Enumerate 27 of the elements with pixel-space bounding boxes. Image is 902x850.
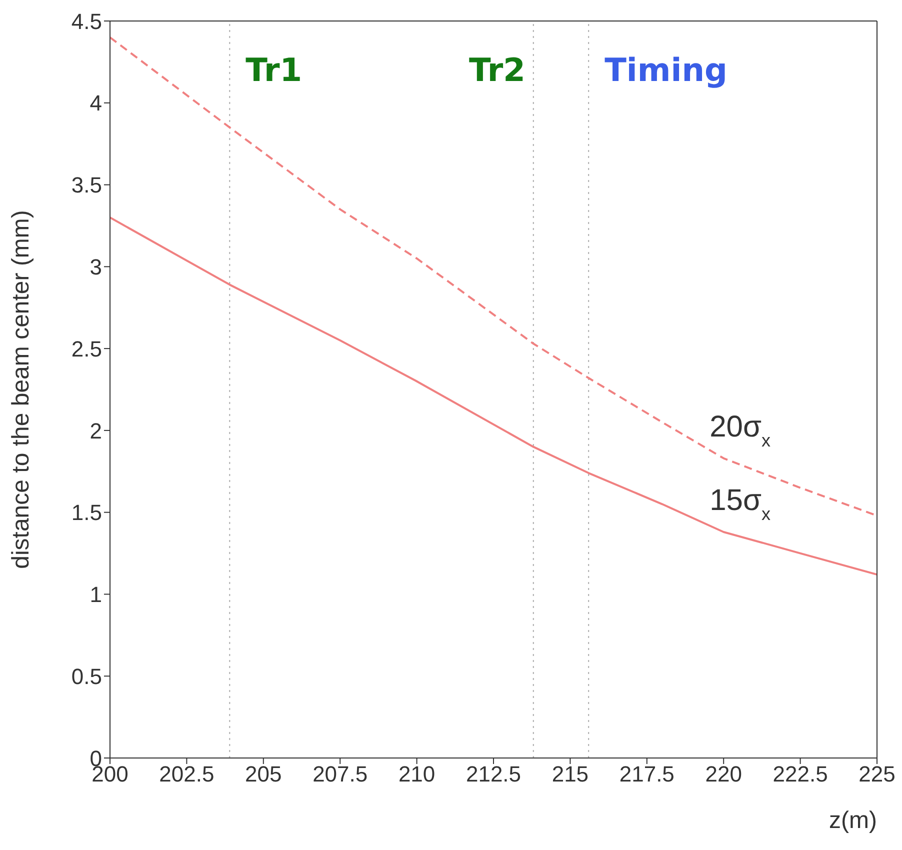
x-tick-label: 212.5 bbox=[466, 762, 522, 787]
y-tick-label: 4.5 bbox=[71, 8, 102, 34]
y-tick-label: 3.5 bbox=[71, 172, 102, 198]
y-tick-label: 1 bbox=[90, 582, 102, 608]
y-tick-label: 0.5 bbox=[71, 664, 102, 689]
x-tick-label: 217.5 bbox=[619, 762, 674, 787]
series-label: 15σ$_{x}$ bbox=[710, 484, 770, 524]
y-tick-label: 3 bbox=[90, 254, 102, 280]
x-tick-label: 202.5 bbox=[159, 762, 214, 787]
x-tick-label: 225 bbox=[858, 762, 896, 787]
y-tick-label: 2.5 bbox=[71, 336, 102, 362]
x-tick-label: 222.5 bbox=[772, 762, 828, 787]
y-tick-label: 1.5 bbox=[71, 500, 102, 526]
ref-line-label: Tr2 bbox=[469, 51, 526, 89]
x-tick-label: 210 bbox=[398, 762, 436, 787]
x-tick-label: 215 bbox=[552, 762, 589, 787]
y-tick-label: 4 bbox=[90, 90, 102, 116]
x-tick-label: 220 bbox=[705, 762, 742, 787]
ref-line-label: Tr1 bbox=[246, 51, 302, 89]
x-axis-title: z(m) bbox=[829, 807, 877, 834]
y-tick-label: 2 bbox=[90, 418, 102, 444]
y-axis-title: distance to the beam center (mm) bbox=[8, 210, 35, 569]
x-tick-label: 207.5 bbox=[312, 762, 368, 787]
line-series bbox=[110, 216, 877, 576]
x-tick-label: 205 bbox=[245, 762, 282, 787]
ref-line-label: Timing bbox=[604, 51, 728, 89]
series-label: 20σ$_{x}$ bbox=[710, 410, 770, 450]
